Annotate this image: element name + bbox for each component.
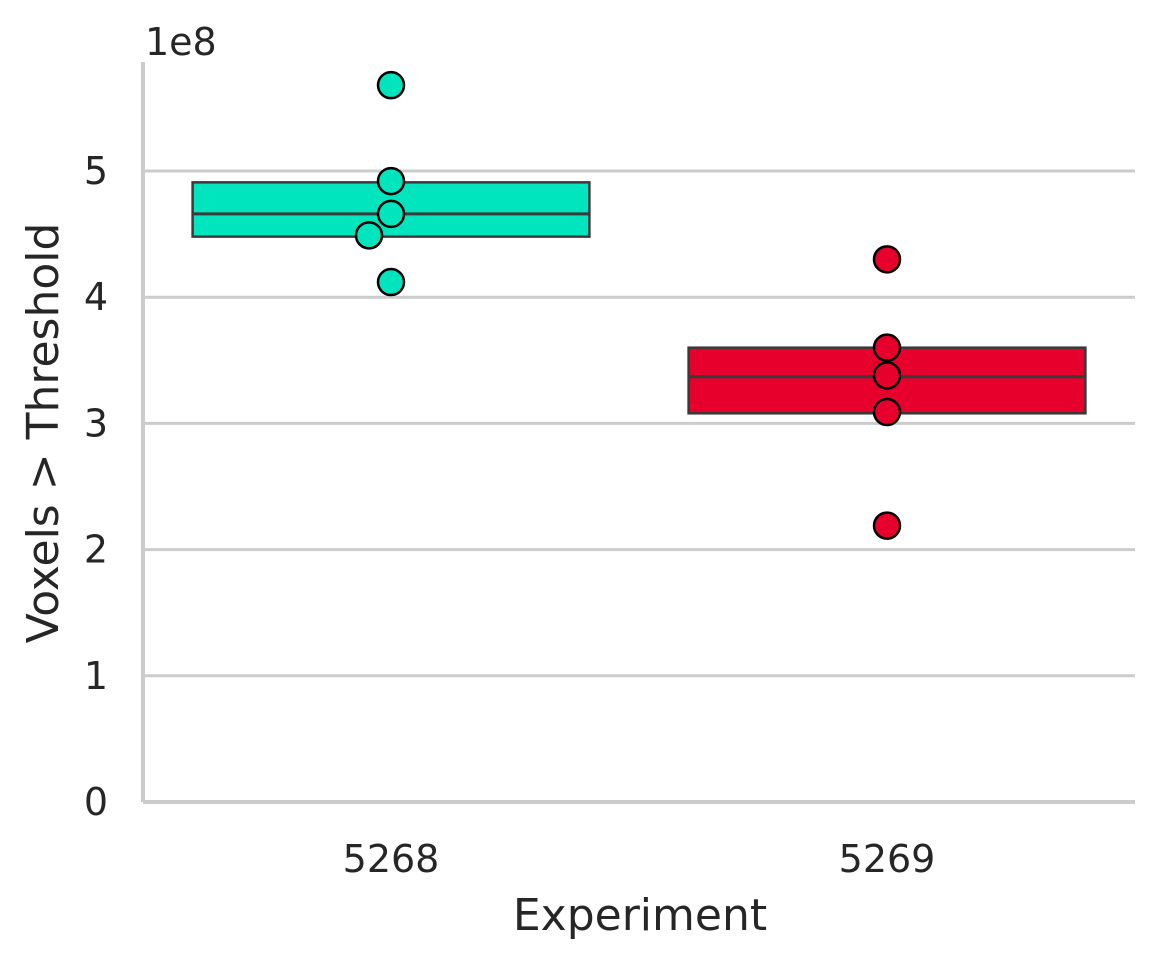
y-tick-label: 0 (84, 780, 108, 824)
y-tick-label: 5 (84, 149, 108, 193)
y-tick-label: 3 (84, 401, 108, 445)
point-5268 (376, 267, 406, 297)
point-5269 (872, 397, 902, 427)
point-5268 (354, 221, 384, 250)
data-points (354, 70, 902, 540)
y-multiplier: 1e8 (145, 20, 217, 64)
y-axis-title: Voxels > Threshold (18, 223, 69, 644)
y-tick-label: 2 (84, 528, 108, 572)
x-tick-label: 5268 (343, 837, 440, 881)
point-5269 (872, 333, 902, 362)
labels: 1e8 Experiment Voxels > Threshold 0 1 2 3 4 5… (18, 20, 935, 941)
axes (141, 62, 1135, 804)
point-5268 (376, 70, 406, 100)
point-5269 (872, 245, 902, 274)
y-tick-label: 4 (84, 275, 108, 319)
x-tick-label: 5269 (839, 837, 936, 881)
x-axis-title: Experiment (513, 890, 767, 941)
point-5269 (872, 511, 902, 540)
grid-lines (143, 169, 1135, 678)
point-5268 (376, 199, 406, 229)
point-5269 (872, 361, 902, 390)
point-5268 (376, 166, 406, 196)
y-tick-label: 1 (84, 654, 108, 698)
